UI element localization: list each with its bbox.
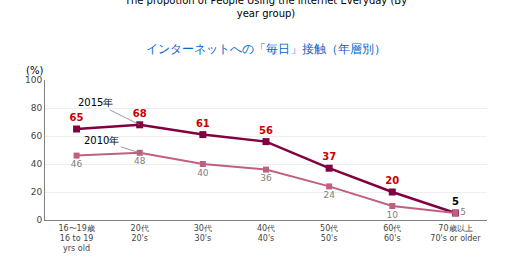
svg-text:48: 48 [134, 156, 146, 166]
svg-text:60: 60 [31, 131, 43, 141]
svg-text:40: 40 [31, 159, 43, 169]
svg-text:30代30's: 30代30's [194, 224, 212, 243]
svg-text:20: 20 [31, 187, 43, 197]
svg-text:50代50's: 50代50's [320, 224, 338, 243]
svg-text:68: 68 [133, 108, 147, 119]
svg-text:16〜19歳16 to 19yrs old: 16〜19歳16 to 19yrs old [58, 224, 94, 254]
svg-text:20代20's: 20代20's [131, 224, 149, 243]
svg-text:5: 5 [452, 196, 459, 207]
svg-text:65: 65 [70, 112, 84, 123]
svg-text:2010年: 2010年 [84, 135, 119, 146]
svg-text:20: 20 [385, 175, 399, 186]
svg-text:70歳以上70's or older: 70歳以上70's or older [430, 224, 481, 243]
svg-text:100: 100 [25, 75, 42, 85]
svg-text:80: 80 [31, 103, 43, 113]
svg-text:46: 46 [71, 159, 83, 169]
svg-text:5: 5 [460, 207, 466, 217]
svg-text:(%): (%) [26, 65, 43, 76]
svg-text:インターネットへの「毎日」接触（年層別）: インターネットへの「毎日」接触（年層別） [146, 42, 386, 56]
svg-text:61: 61 [196, 118, 210, 129]
svg-text:24: 24 [323, 190, 335, 200]
svg-text:0: 0 [36, 215, 42, 225]
svg-text:40代40's: 40代40's [257, 224, 275, 243]
svg-text:36: 36 [260, 173, 272, 183]
svg-text:56: 56 [259, 125, 273, 136]
svg-text:10: 10 [387, 210, 399, 220]
svg-text:40: 40 [197, 168, 209, 178]
svg-text:2015年: 2015年 [78, 97, 113, 108]
svg-text:37: 37 [322, 151, 336, 162]
svg-text:The propotion of People Using: The propotion of People Using the intern… [124, 0, 407, 19]
svg-text:60代60's: 60代60's [383, 224, 401, 243]
